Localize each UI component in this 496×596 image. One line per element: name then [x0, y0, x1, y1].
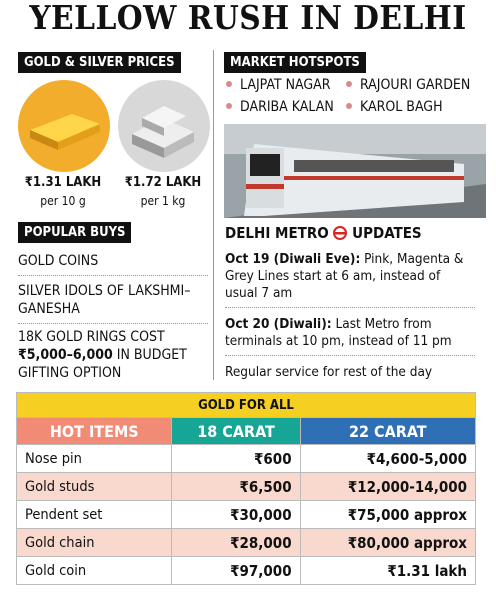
title-row: GOLD FOR ALL	[16, 392, 476, 418]
hotspot: DARIBA KALAN	[222, 99, 334, 115]
text: IN BUDGET GIFTING OPTION	[18, 347, 187, 381]
text: DELHI METRO	[225, 224, 329, 242]
metro-update: Oct 20 (Diwali): Last Metro from termina…	[225, 316, 475, 356]
item-cell: Nose pin	[15, 444, 173, 473]
text: ₹5,000–6,000	[18, 347, 113, 363]
section-heading: MARKET HOTSPOTS	[224, 52, 366, 73]
buy-item: GOLD COINS	[18, 252, 208, 276]
column-header: 22 CARAT	[299, 417, 477, 445]
hotspot: LAJPAT NAGAR	[222, 77, 331, 93]
price-cell: ₹75,000 approx	[299, 500, 477, 529]
text: Pink, Magenta & Grey Lines start at 6 am…	[225, 251, 464, 301]
metro-update: Oct 19 (Diwali Eve): Pink, Magenta & Gre…	[225, 251, 475, 308]
column-header: HOT ITEMS	[15, 417, 173, 445]
date: Oct 19 (Diwali Eve):	[225, 251, 361, 267]
text: GOLD COINS	[18, 253, 99, 269]
price-unit: per 1 kg	[140, 194, 186, 208]
buy-item: SILVER IDOLS OF LAKSHMI–GANESHA	[18, 282, 208, 324]
header-row: HOT ITEMS 18 CARAT 22 CARAT	[15, 417, 477, 445]
text: 18K GOLD RINGS COST	[18, 329, 165, 345]
page-title: YELLOW RUSH IN DELHI	[29, 0, 467, 37]
section-heading: POPULAR BUYS	[18, 222, 132, 243]
table-row: Gold coin ₹97,000 ₹1.31 lakh	[15, 556, 477, 585]
metro-logo	[333, 226, 348, 240]
item-cell: Gold studs	[15, 472, 173, 501]
divider	[213, 50, 214, 380]
table-row: Gold studs ₹6,500 ₹12,000-14,000	[15, 472, 477, 501]
metal-images	[18, 80, 210, 172]
date: Oct 20 (Diwali):	[225, 316, 332, 332]
item-cell: Pendent set	[15, 500, 173, 529]
price-cell: ₹30,000	[171, 500, 301, 529]
item-cell: Gold coin	[15, 556, 173, 585]
metro-update: Regular service for rest of the day	[225, 364, 475, 386]
hotspot: KAROL BAGH	[342, 99, 443, 115]
item-cell: Gold chain	[15, 528, 173, 557]
price-cell: ₹1.31 lakh	[299, 556, 477, 585]
price-table: GOLD FOR ALL HOT ITEMS 18 CARAT 22 CARAT Nos…	[15, 392, 477, 585]
price-cell: ₹600	[171, 444, 301, 473]
text: SILVER IDOLS OF LAKSHMI–GANESHA	[18, 283, 191, 317]
price-cell: ₹4,600-5,000	[299, 444, 477, 473]
table-row: Pendent set ₹30,000 ₹75,000 approx	[15, 500, 477, 529]
buy-item: 18K GOLD RINGS COST ₹5,000–6,000 IN BUDGE…	[18, 328, 208, 387]
metro-heading: DELHI METRO UPDATES	[225, 224, 422, 242]
text: Regular service for rest of the day	[225, 364, 433, 380]
metro-photo	[224, 124, 486, 218]
price: ₹1.72 LAKH	[124, 175, 202, 190]
price: ₹1.31 LAKH	[24, 175, 102, 190]
price-cell: ₹6,500	[171, 472, 301, 501]
price-cell: ₹80,000 approx	[299, 528, 477, 557]
table-title: GOLD FOR ALL	[16, 392, 476, 418]
table-row: Nose pin ₹600 ₹4,600-5,000	[15, 444, 477, 473]
price-cell: ₹28,000	[171, 528, 301, 557]
price-cell: ₹97,000	[171, 556, 301, 585]
price-cell: ₹12,000-14,000	[299, 472, 477, 501]
text: Last Metro from terminals at 10 pm, inst…	[225, 316, 452, 349]
table-row: Gold chain ₹28,000 ₹80,000 approx	[15, 528, 477, 557]
text: UPDATES	[352, 224, 422, 242]
price-unit: per 10 g	[40, 194, 86, 208]
hotspot: RAJOURI GARDEN	[342, 77, 470, 93]
section-heading: GOLD & SILVER PRICES	[18, 52, 181, 73]
column-header: 18 CARAT	[171, 417, 301, 445]
